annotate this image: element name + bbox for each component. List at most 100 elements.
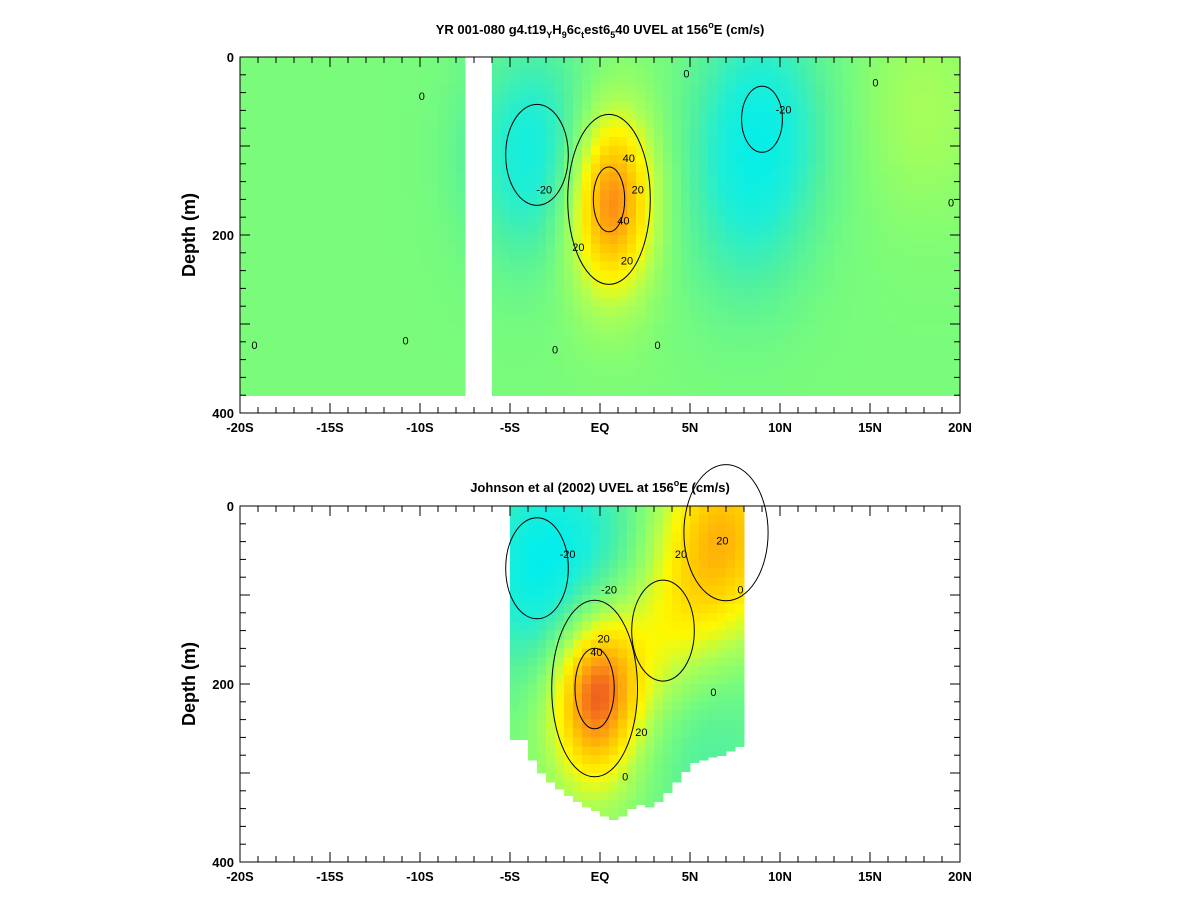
heatmap-cell	[249, 181, 259, 192]
heatmap-cell	[690, 359, 700, 370]
heatmap-cell	[591, 701, 601, 712]
heatmap-cell	[627, 514, 637, 525]
heatmap-cell	[663, 288, 673, 298]
heatmap-cell	[762, 341, 772, 352]
heatmap-cell	[591, 208, 601, 218]
heatmap-cell	[609, 297, 619, 307]
heatmap-cell	[447, 261, 457, 272]
heatmap-cell	[627, 550, 637, 560]
heatmap-cell	[447, 235, 457, 245]
heatmap-cell	[735, 675, 745, 685]
heatmap-cell	[339, 57, 349, 67]
heatmap-cell	[537, 57, 547, 67]
heatmap-cell	[843, 101, 853, 111]
heatmap-cell	[447, 119, 457, 129]
heatmap-cell	[339, 341, 349, 352]
heatmap-cell	[555, 701, 565, 712]
heatmap-cell	[654, 514, 664, 525]
heatmap-cell	[321, 279, 331, 289]
heatmap-cell	[906, 243, 916, 254]
heatmap-cell	[636, 65, 646, 76]
heatmap-cell	[888, 368, 898, 378]
heatmap-cell	[627, 559, 637, 569]
heatmap-cell	[717, 288, 727, 298]
heatmap-cell	[672, 648, 682, 658]
heatmap-cell	[321, 297, 331, 307]
heatmap-cell	[582, 137, 592, 147]
heatmap-cell	[825, 359, 835, 370]
heatmap-cell	[627, 790, 637, 801]
heatmap-cell	[771, 315, 781, 325]
heatmap-cell	[897, 110, 907, 120]
heatmap-cell	[510, 666, 520, 676]
heatmap-cell	[672, 217, 682, 227]
heatmap-cell	[591, 648, 601, 658]
heatmap-cell	[861, 146, 871, 156]
heatmap-cell	[582, 288, 592, 298]
heatmap-cell	[276, 252, 286, 263]
heatmap-cell	[627, 65, 637, 76]
heatmap-cell	[285, 57, 295, 67]
heatmap-cell	[447, 190, 457, 200]
heatmap-cell	[582, 306, 592, 316]
heatmap-cell	[915, 199, 925, 209]
heatmap-cell	[384, 208, 394, 218]
heatmap-cell	[384, 65, 394, 76]
heatmap-cell	[600, 65, 610, 76]
heatmap-cell	[600, 74, 610, 85]
heatmap-cell	[636, 57, 646, 67]
heatmap-cell	[582, 568, 592, 578]
heatmap-cell	[672, 146, 682, 156]
heatmap-cell	[447, 154, 457, 165]
heatmap-cell	[267, 368, 277, 378]
heatmap-cell	[519, 119, 529, 129]
heatmap-cell	[951, 83, 961, 94]
heatmap-cell	[708, 657, 718, 667]
x-tick-label: 20N	[948, 869, 972, 884]
heatmap-cell	[537, 728, 547, 738]
heatmap-cell	[879, 350, 889, 361]
heatmap-cell	[330, 154, 340, 165]
heatmap-cell	[591, 92, 601, 103]
heatmap-cell	[438, 146, 448, 156]
heatmap-cell	[618, 235, 628, 245]
heatmap-cell	[303, 324, 313, 334]
heatmap-cell	[852, 57, 862, 67]
heatmap-cell	[438, 306, 448, 316]
heatmap-cell	[591, 790, 601, 801]
heatmap-cell	[627, 532, 637, 543]
heatmap-cell	[726, 92, 736, 103]
heatmap-cell	[870, 208, 880, 218]
heatmap-cell	[447, 137, 457, 147]
heatmap-cell	[825, 297, 835, 307]
heatmap-cell	[276, 172, 286, 183]
heatmap-cell	[366, 57, 376, 67]
heatmap-cell	[519, 306, 529, 316]
heatmap-cell	[933, 332, 943, 343]
heatmap-cell	[726, 675, 736, 685]
heatmap-cell	[672, 746, 682, 756]
heatmap-cell	[609, 199, 619, 209]
heatmap-cell	[816, 252, 826, 263]
heatmap-cell	[663, 666, 673, 676]
heatmap-cell	[258, 83, 268, 94]
heatmap-cell	[294, 154, 304, 165]
heatmap-cell	[321, 332, 331, 343]
heatmap-cell	[672, 92, 682, 103]
heatmap-cell	[699, 514, 709, 525]
heatmap-cell	[600, 288, 610, 298]
heatmap-cell	[888, 279, 898, 289]
heatmap-cell	[735, 190, 745, 200]
heatmap-cell	[240, 235, 250, 245]
heatmap-cell	[834, 181, 844, 192]
heatmap-cell	[870, 288, 880, 298]
heatmap-cell	[636, 595, 646, 605]
heatmap-cell	[429, 74, 439, 85]
heatmap-cell	[411, 315, 421, 325]
heatmap-cell	[861, 74, 871, 85]
heatmap-cell	[600, 92, 610, 103]
heatmap-cell	[339, 163, 349, 174]
heatmap-cell	[294, 252, 304, 263]
heatmap-cell	[528, 128, 538, 138]
